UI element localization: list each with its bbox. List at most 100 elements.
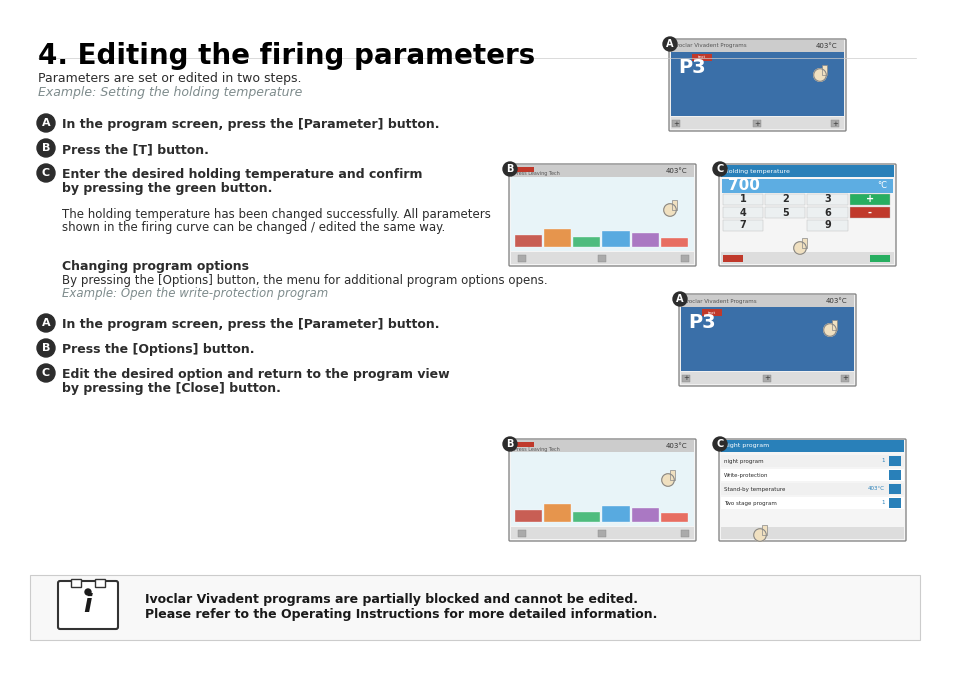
Circle shape — [662, 37, 677, 51]
Bar — [720, 455, 903, 467]
Text: Ivoclar Vivadent Programs: Ivoclar Vivadent Programs — [673, 44, 746, 48]
Bar — [670, 117, 843, 129]
Bar — [598, 530, 605, 537]
Text: 3: 3 — [823, 194, 830, 205]
Text: 1: 1 — [739, 194, 745, 205]
Bar — [514, 167, 534, 172]
Bar — [671, 200, 676, 210]
Text: P3: P3 — [678, 58, 705, 77]
Bar — [888, 456, 900, 466]
Bar — [722, 194, 762, 205]
Text: In the program screen, press the [Parameter] button.: In the program screen, press the [Parame… — [62, 118, 439, 131]
Bar — [720, 165, 893, 177]
Text: °C: °C — [876, 182, 886, 190]
Text: P3: P3 — [687, 313, 715, 332]
Bar — [680, 295, 853, 307]
Text: Ivoclar Vivadent Programs: Ivoclar Vivadent Programs — [683, 299, 756, 304]
Circle shape — [661, 474, 674, 487]
Circle shape — [37, 164, 55, 182]
Bar — [515, 510, 541, 522]
Bar — [573, 512, 599, 522]
Circle shape — [793, 242, 805, 254]
Text: 5: 5 — [781, 207, 788, 217]
Bar — [511, 527, 693, 539]
Bar — [762, 375, 770, 382]
Bar — [821, 65, 825, 75]
Bar — [701, 309, 721, 316]
Text: Press Leaving Tech: Press Leaving Tech — [514, 172, 559, 176]
Bar — [511, 452, 693, 526]
Bar — [660, 513, 687, 522]
Bar — [680, 530, 688, 537]
Circle shape — [37, 314, 55, 332]
Bar — [669, 470, 674, 480]
Bar — [681, 375, 689, 382]
Text: +: + — [865, 194, 873, 205]
Bar — [831, 320, 836, 330]
FancyBboxPatch shape — [668, 39, 845, 131]
Text: C: C — [42, 168, 50, 178]
Circle shape — [663, 204, 676, 216]
Text: 4. Editing the firing parameters: 4. Editing the firing parameters — [38, 42, 535, 70]
Text: i: i — [84, 593, 92, 617]
Bar — [95, 579, 105, 587]
Bar — [806, 194, 847, 205]
Circle shape — [822, 324, 836, 336]
Bar — [602, 231, 629, 247]
FancyBboxPatch shape — [719, 439, 905, 541]
Text: B: B — [506, 439, 513, 449]
Text: by pressing the [Close] button.: by pressing the [Close] button. — [62, 382, 280, 395]
Text: text: text — [707, 310, 716, 314]
Text: 403°C: 403°C — [664, 168, 686, 174]
Bar — [806, 220, 847, 231]
Text: 403°C: 403°C — [824, 298, 846, 304]
Bar — [720, 483, 903, 495]
Circle shape — [502, 162, 517, 176]
Bar — [670, 40, 843, 52]
Text: shown in the firing curve can be changed / edited the same way.: shown in the firing curve can be changed… — [62, 221, 445, 234]
Text: Enter the desired holding temperature and confirm: Enter the desired holding temperature an… — [62, 168, 422, 181]
Circle shape — [85, 589, 91, 595]
Bar — [720, 497, 903, 509]
Bar — [722, 207, 762, 218]
Text: A: A — [42, 118, 51, 128]
Circle shape — [37, 364, 55, 382]
Bar — [869, 255, 889, 262]
Bar — [631, 233, 659, 247]
Circle shape — [672, 292, 686, 306]
Text: +: + — [682, 376, 688, 382]
Text: A: A — [665, 39, 673, 49]
Bar — [722, 220, 762, 231]
Bar — [517, 255, 525, 262]
Text: Edit the desired option and return to the program view: Edit the desired option and return to th… — [62, 368, 449, 381]
Text: Please refer to the Operating Instructions for more detailed information.: Please refer to the Operating Instructio… — [145, 608, 657, 621]
Text: Two stage program: Two stage program — [723, 501, 776, 505]
Text: 4: 4 — [739, 207, 745, 217]
Circle shape — [502, 437, 517, 451]
Bar — [721, 179, 892, 193]
Bar — [888, 484, 900, 494]
Bar — [722, 255, 742, 262]
Text: The holding temperature has been changed successfully. All parameters: The holding temperature has been changed… — [62, 208, 491, 221]
Text: Write-protection: Write-protection — [723, 472, 768, 478]
Circle shape — [37, 114, 55, 132]
Text: C: C — [42, 368, 50, 378]
Bar — [543, 229, 571, 247]
Bar — [764, 194, 804, 205]
Text: +: + — [763, 376, 769, 382]
Text: text: text — [698, 55, 705, 59]
Bar — [511, 252, 693, 264]
Bar — [514, 442, 534, 447]
Text: +: + — [753, 120, 760, 127]
Circle shape — [813, 69, 825, 81]
FancyBboxPatch shape — [58, 581, 118, 629]
Text: Press the [Options] button.: Press the [Options] button. — [62, 343, 254, 356]
Bar — [760, 525, 766, 535]
Bar — [720, 252, 893, 264]
Text: -: - — [867, 207, 871, 217]
Text: 403°C: 403°C — [664, 443, 686, 449]
Bar — [720, 440, 903, 452]
FancyBboxPatch shape — [719, 164, 895, 266]
Bar — [888, 498, 900, 508]
Bar — [680, 372, 853, 384]
